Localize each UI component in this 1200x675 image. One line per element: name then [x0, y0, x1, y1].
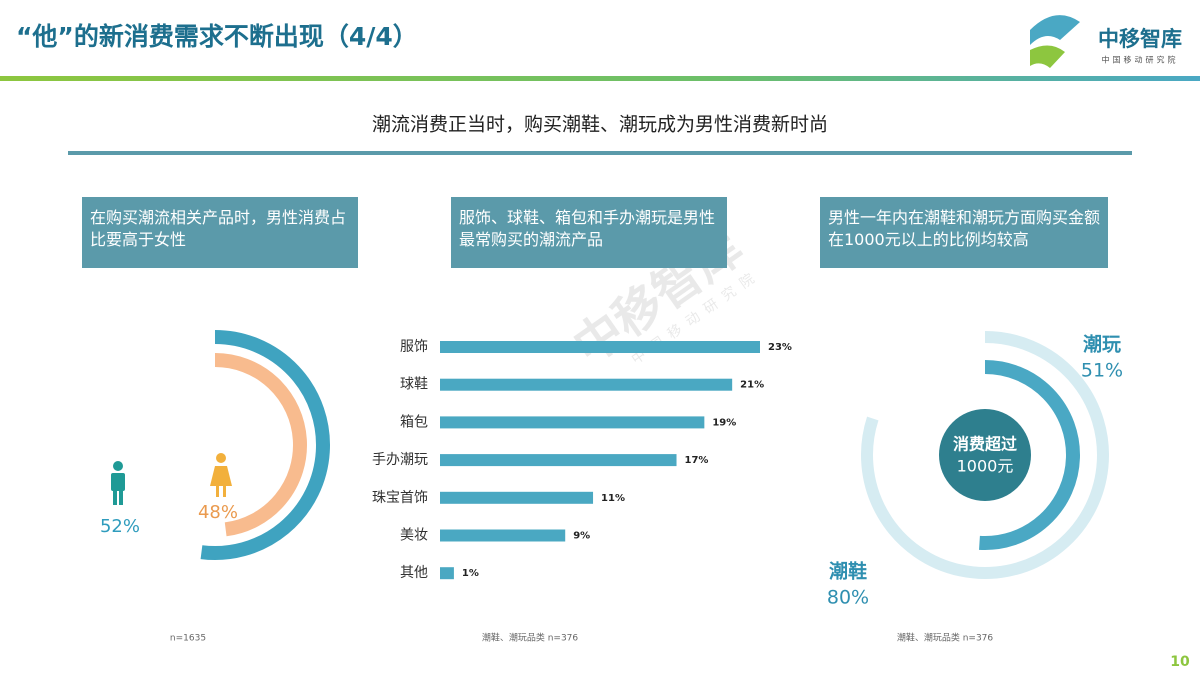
female-icon	[210, 453, 232, 497]
value-label: 48%	[198, 502, 238, 523]
panels: 在购买潮流相关产品时，男性消费占比要高于女性 服饰、球鞋、箱包和手办潮玩是男性最…	[82, 197, 1108, 268]
category-label: 潮玩	[1083, 334, 1121, 356]
value-label: 17%	[685, 455, 709, 466]
bar	[440, 454, 677, 467]
center-disc	[939, 409, 1031, 501]
bar	[440, 567, 454, 580]
value-label: 23%	[768, 342, 792, 353]
subtitle-rule	[68, 151, 1132, 155]
male-icon	[111, 461, 125, 505]
value-label: 51%	[1081, 360, 1123, 382]
category-label: 其他	[400, 565, 428, 581]
bar	[440, 341, 760, 353]
category-label: 美妆	[400, 528, 428, 544]
logo-subtext: 中国移动研究院	[1102, 55, 1179, 65]
ring-arc	[861, 331, 1109, 579]
category-label: 珠宝首饰	[372, 490, 428, 506]
value-label: 1%	[462, 568, 479, 579]
category-label: 手办潮玩	[372, 452, 428, 468]
sample-note: 潮鞋、潮玩品类 n=376	[897, 632, 994, 644]
panel-text: 服饰、球鞋、箱包和手办潮玩是男性最常购买的潮流产品	[459, 208, 716, 249]
value-label: 80%	[827, 587, 869, 609]
panel-text-box: 男性一年内在潮鞋和潮玩方面购买金额在1000元以上的比例均较高	[828, 208, 1101, 249]
panel-text-box: 在购买潮流相关产品时，男性消费占比要高于女性	[90, 208, 347, 249]
sample-note: n=1635	[170, 634, 206, 644]
bar	[440, 416, 705, 429]
category-label: 潮鞋	[829, 560, 867, 583]
bar	[440, 529, 566, 542]
logo: 中移智库 中国移动研究院	[1030, 15, 1182, 68]
bar	[440, 491, 594, 504]
value-label: 21%	[740, 380, 764, 391]
value-label: 9%	[573, 531, 590, 542]
subtitle: 潮流消费正当时，购买潮鞋、潮玩成为男性消费新时尚	[372, 114, 828, 136]
panel-box	[82, 197, 358, 268]
header-line	[0, 76, 1200, 81]
sample-note: 潮鞋、潮玩品类 n=376	[482, 632, 579, 644]
value-label: 19%	[712, 417, 736, 428]
ring-arc	[214, 353, 307, 537]
center-label: 消费超过	[953, 435, 1017, 454]
panel-text: 在购买潮流相关产品时，男性消费占比要高于女性	[90, 208, 347, 249]
center-label: 1000元	[957, 457, 1014, 476]
slide-title: “他”的新消费需求不断出现（4/4）	[16, 22, 418, 51]
ring-arc	[200, 330, 330, 560]
category-label: 服饰	[400, 339, 428, 355]
ring-arc	[979, 360, 1080, 550]
panel-text-box: 服饰、球鞋、箱包和手办潮玩是男性最常购买的潮流产品	[459, 208, 716, 249]
panel-box	[820, 197, 1108, 268]
category-label: 球鞋	[400, 377, 428, 393]
page-number: 10	[1170, 654, 1190, 670]
bar	[440, 378, 733, 391]
logo-text: 中移智库	[1098, 27, 1182, 51]
panel-text: 男性一年内在潮鞋和潮玩方面购买金额在1000元以上的比例均较高	[828, 208, 1101, 249]
panel-box	[451, 197, 727, 268]
value-label: 11%	[601, 493, 625, 504]
value-label: 52%	[100, 516, 140, 537]
category-label: 箱包	[400, 414, 428, 430]
